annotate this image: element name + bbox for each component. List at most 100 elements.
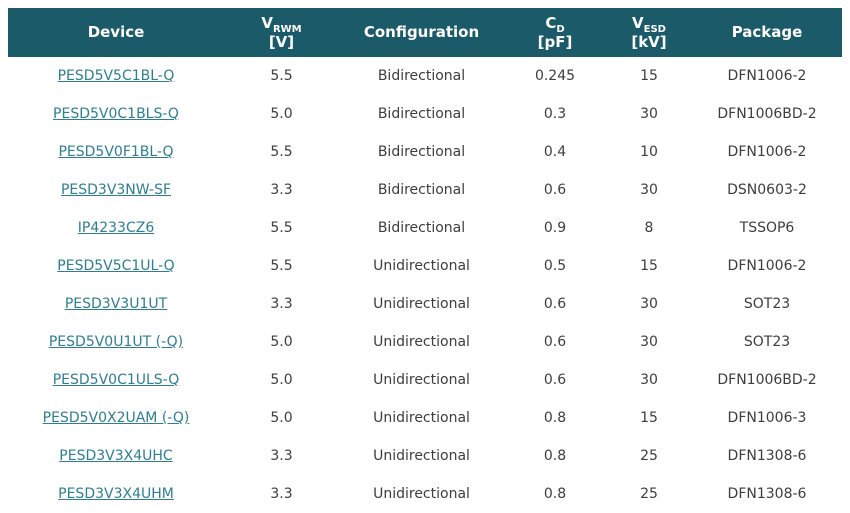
device-link[interactable]: PESD3V3NW-SF (60, 182, 172, 198)
cd-cell: 0.8 (504, 437, 606, 475)
col-header-device: Device (8, 8, 224, 57)
table-header: Device VRWM [V] Configuration CD [pF] VE… (8, 8, 842, 57)
table-row: PESD3V3U1UT 3.3 Unidirectional 0.6 30 SO… (8, 285, 842, 323)
vesd-cell: 25 (606, 437, 692, 475)
device-cell: PESD5V0X2UAM (-Q) (8, 399, 224, 437)
device-cell: PESD5V5C1UL-Q (8, 247, 224, 285)
col-header-vesd: VESD [kV] (606, 8, 692, 57)
vrwm-cell: 5.5 (224, 209, 339, 247)
configuration-cell: Unidirectional (339, 475, 504, 513)
package-cell: SOT23 (692, 285, 842, 323)
device-link[interactable]: PESD5V0X2UAM (-Q) (42, 410, 190, 426)
configuration-cell: Unidirectional (339, 399, 504, 437)
configuration-cell: Unidirectional (339, 437, 504, 475)
col-header-cd-symbol: CD (545, 13, 565, 35)
cd-cell: 0.9 (504, 209, 606, 247)
cd-cell: 0.6 (504, 361, 606, 399)
col-header-vrwm-unit: [V] (268, 32, 295, 51)
table-row: PESD5V5C1BL-Q 5.5 Bidirectional 0.245 15… (8, 57, 842, 95)
vrwm-cell: 5.0 (224, 399, 339, 437)
vrwm-cell: 5.5 (224, 247, 339, 285)
table-row: PESD5V0X2UAM (-Q) 5.0 Unidirectional 0.8… (8, 399, 842, 437)
package-cell: SOT23 (692, 323, 842, 361)
device-link[interactable]: IP4233CZ6 (77, 220, 155, 236)
package-cell: DFN1006-2 (692, 133, 842, 171)
device-link[interactable]: PESD5V0F1BL-Q (58, 144, 174, 160)
vesd-cell: 30 (606, 285, 692, 323)
col-header-vrwm: VRWM [V] (224, 8, 339, 57)
device-cell: IP4233CZ6 (8, 209, 224, 247)
device-cell: PESD5V0U1UT (-Q) (8, 323, 224, 361)
vesd-cell: 8 (606, 209, 692, 247)
vrwm-cell: 3.3 (224, 475, 339, 513)
table-row: PESD5V0F1BL-Q 5.5 Bidirectional 0.4 10 D… (8, 133, 842, 171)
configuration-cell: Unidirectional (339, 361, 504, 399)
col-header-cd-unit: [pF] (537, 32, 573, 51)
table-row: PESD3V3X4UHC 3.3 Unidirectional 0.8 25 D… (8, 437, 842, 475)
col-header-vesd-unit: [kV] (631, 32, 667, 51)
vrwm-cell: 5.0 (224, 361, 339, 399)
device-cell: PESD5V0C1ULS-Q (8, 361, 224, 399)
device-link[interactable]: PESD5V0C1BLS-Q (53, 106, 179, 122)
package-cell: DFN1308-6 (692, 475, 842, 513)
table-row: PESD5V5C1UL-Q 5.5 Unidirectional 0.5 15 … (8, 247, 842, 285)
cd-cell: 0.8 (504, 475, 606, 513)
device-cell: PESD3V3X4UHC (8, 437, 224, 475)
device-link[interactable]: PESD3V3X4UHM (58, 486, 174, 502)
table-row: IP4233CZ6 5.5 Bidirectional 0.9 8 TSSOP6 (8, 209, 842, 247)
device-cell: PESD5V5C1BL-Q (8, 57, 224, 95)
cd-cell: 0.245 (504, 57, 606, 95)
col-header-package-label: Package (731, 23, 803, 42)
configuration-cell: Unidirectional (339, 285, 504, 323)
vesd-cell: 30 (606, 361, 692, 399)
device-link[interactable]: PESD3V3X4UHC (59, 448, 173, 464)
col-header-vrwm-symbol: VRWM (261, 13, 302, 35)
vrwm-cell: 5.0 (224, 95, 339, 133)
vesd-cell: 10 (606, 133, 692, 171)
device-link[interactable]: PESD3V3U1UT (64, 296, 168, 312)
cd-cell: 0.8 (504, 399, 606, 437)
device-link[interactable]: PESD5V0C1ULS-Q (52, 372, 180, 388)
vesd-cell: 30 (606, 95, 692, 133)
header-row: Device VRWM [V] Configuration CD [pF] VE… (8, 8, 842, 57)
col-header-configuration: Configuration (339, 8, 504, 57)
table-body: PESD5V5C1BL-Q 5.5 Bidirectional 0.245 15… (8, 57, 842, 513)
package-cell: TSSOP6 (692, 209, 842, 247)
configuration-cell: Unidirectional (339, 247, 504, 285)
device-cell: PESD3V3X4UHM (8, 475, 224, 513)
device-cell: PESD3V3U1UT (8, 285, 224, 323)
vrwm-cell: 5.5 (224, 133, 339, 171)
vesd-cell: 15 (606, 399, 692, 437)
configuration-cell: Bidirectional (339, 209, 504, 247)
device-link[interactable]: PESD5V5C1UL-Q (57, 258, 175, 274)
package-cell: DFN1006-3 (692, 399, 842, 437)
package-cell: DFN1308-6 (692, 437, 842, 475)
table-row: PESD3V3X4UHM 3.3 Unidirectional 0.8 25 D… (8, 475, 842, 513)
device-link[interactable]: PESD5V0U1UT (-Q) (48, 334, 184, 350)
package-cell: DFN1006BD-2 (692, 361, 842, 399)
package-cell: DFN1006-2 (692, 247, 842, 285)
package-cell: DSN0603-2 (692, 171, 842, 209)
cd-cell: 0.6 (504, 323, 606, 361)
configuration-cell: Bidirectional (339, 171, 504, 209)
col-header-configuration-label: Configuration (363, 23, 480, 42)
device-cell: PESD5V0C1BLS-Q (8, 95, 224, 133)
device-link[interactable]: PESD5V5C1BL-Q (57, 68, 175, 84)
col-header-cd: CD [pF] (504, 8, 606, 57)
vrwm-cell: 3.3 (224, 171, 339, 209)
vesd-cell: 15 (606, 247, 692, 285)
table-row: PESD5V0U1UT (-Q) 5.0 Unidirectional 0.6 … (8, 323, 842, 361)
package-cell: DFN1006-2 (692, 57, 842, 95)
table-row: PESD3V3NW-SF 3.3 Bidirectional 0.6 30 DS… (8, 171, 842, 209)
configuration-cell: Unidirectional (339, 323, 504, 361)
device-spec-table: Device VRWM [V] Configuration CD [pF] VE… (8, 8, 842, 513)
col-header-device-label: Device (87, 23, 145, 42)
vrwm-cell: 5.0 (224, 323, 339, 361)
configuration-cell: Bidirectional (339, 95, 504, 133)
vrwm-cell: 3.3 (224, 437, 339, 475)
configuration-cell: Bidirectional (339, 133, 504, 171)
vesd-cell: 30 (606, 171, 692, 209)
col-header-vesd-symbol: VESD (632, 13, 666, 35)
vesd-cell: 30 (606, 323, 692, 361)
